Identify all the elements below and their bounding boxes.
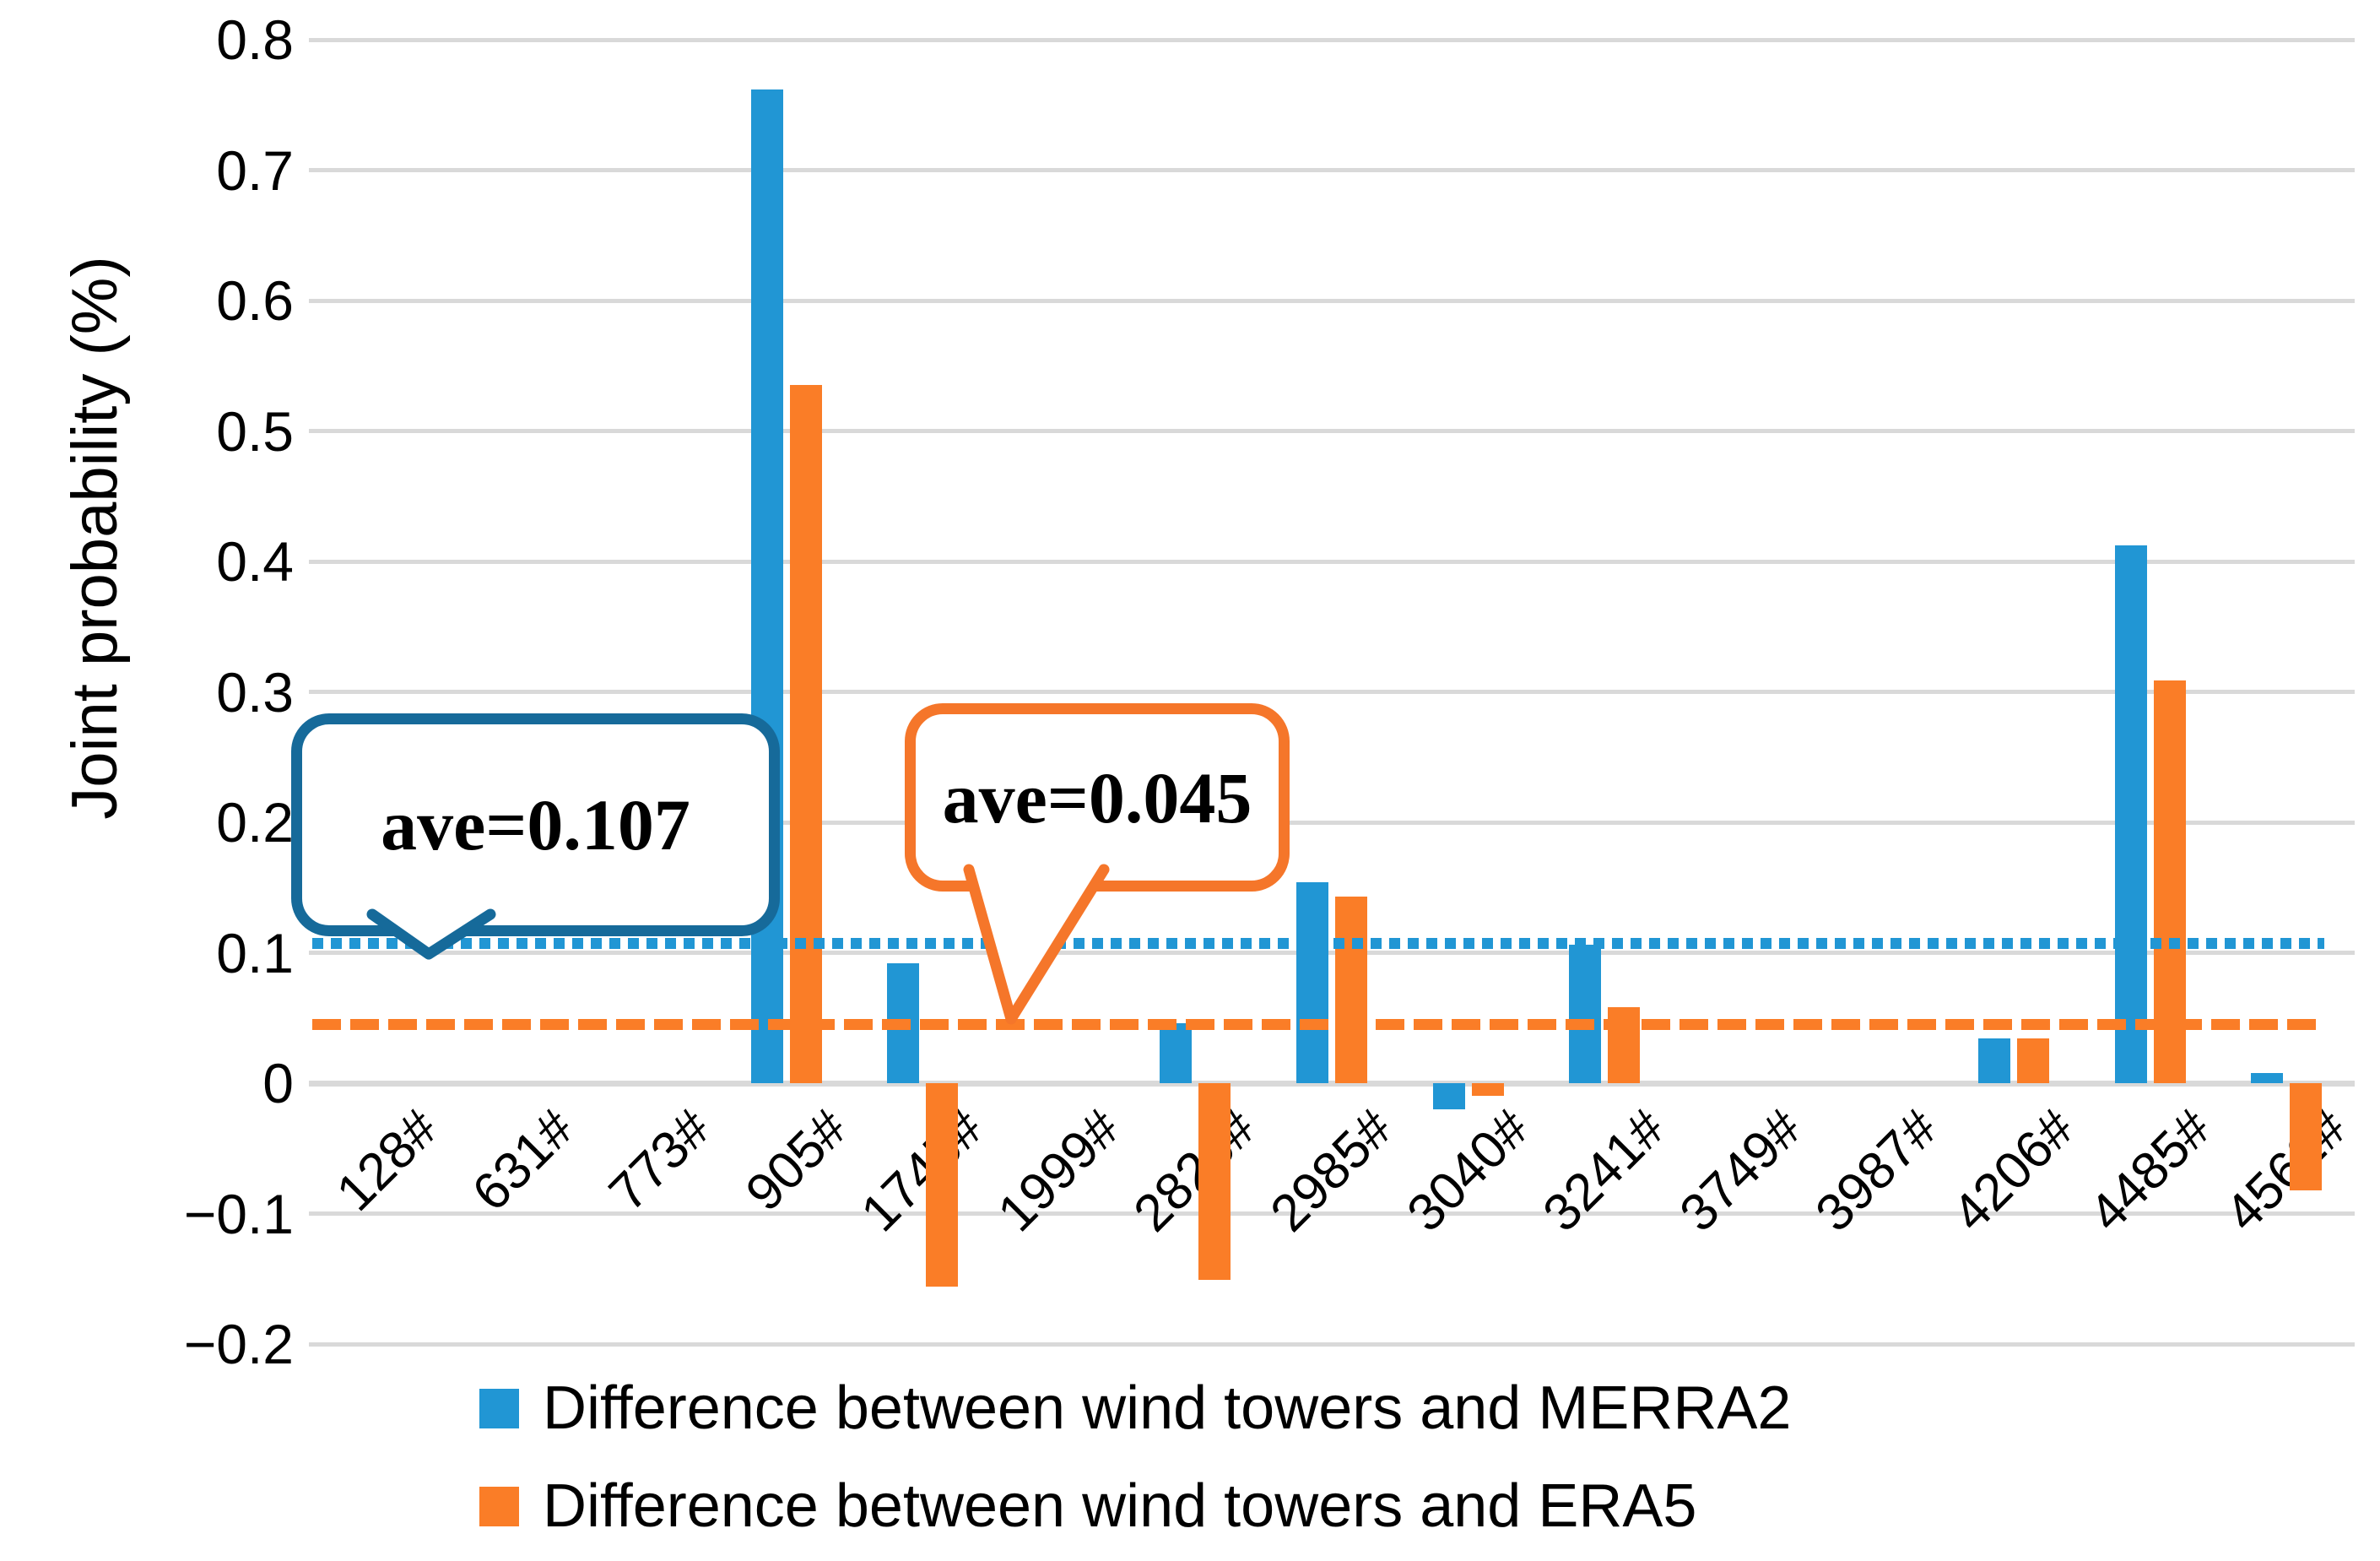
bar-merra2-3040# — [1432, 1083, 1465, 1109]
gridline — [309, 951, 2355, 955]
bar-era5-4562# — [2290, 1083, 2323, 1190]
merra2-average-callout: ave=0.107 — [291, 713, 780, 936]
gridline — [309, 429, 2355, 433]
bar-merra2-4562# — [2251, 1072, 2284, 1083]
bar-era5-2985# — [1335, 897, 1367, 1083]
merra2-legend-label: Difference between wind towers and MERRA… — [543, 1374, 1792, 1442]
bar-merra2-3241# — [1569, 945, 1602, 1083]
y-tick-label: −0.1 — [183, 1182, 294, 1245]
y-tick-label: 0.8 — [216, 8, 294, 71]
merra2-mean-line — [312, 938, 2324, 950]
era5-average-label: ave=0.045 — [942, 756, 1252, 838]
bar-era5-4485# — [2153, 680, 2186, 1083]
bar-merra2-2985# — [1296, 882, 1328, 1083]
y-tick-label: 0.1 — [216, 921, 294, 984]
gridline — [309, 1211, 2355, 1216]
legend-item-era5: Difference between wind towers and ERA5 — [479, 1474, 1696, 1538]
y-tick-label: 0.6 — [216, 269, 294, 332]
y-tick-label: 0.7 — [216, 138, 294, 202]
bar-era5-2826# — [1198, 1083, 1231, 1281]
legend-item-merra2: Difference between wind towers and MERRA… — [479, 1376, 1791, 1440]
gridline — [309, 298, 2355, 303]
bar-merra2-4485# — [2114, 545, 2147, 1083]
y-tick-label: 0.2 — [216, 791, 294, 854]
era5-legend-swatch-icon — [479, 1486, 519, 1526]
era5-legend-label: Difference between wind towers and ERA5 — [543, 1472, 1697, 1540]
gridline — [309, 168, 2355, 172]
bar-merra2-4206# — [1978, 1038, 2010, 1083]
y-tick-label: 0.5 — [216, 399, 294, 463]
bar-era5-1745# — [926, 1083, 959, 1287]
y-tick-label: 0.3 — [216, 660, 294, 724]
y-tick-label: 0.4 — [216, 530, 294, 593]
merra2-callout-pointer-icon — [366, 903, 496, 960]
bar-merra2-2826# — [1160, 1022, 1193, 1083]
y-tick-label: −0.2 — [183, 1313, 294, 1375]
y-tick-label: 0 — [262, 1052, 294, 1114]
gridline — [309, 559, 2355, 564]
bar-era5-4206# — [2017, 1038, 2049, 1083]
merra2-legend-swatch-icon — [479, 1388, 519, 1428]
gridline — [309, 1080, 2355, 1087]
era5-mean-line — [312, 1018, 2324, 1030]
bar-era5-3040# — [1471, 1083, 1504, 1097]
bar-merra2-905# — [750, 89, 783, 1083]
bar-era5-905# — [789, 385, 822, 1083]
gridline — [309, 1341, 2355, 1347]
era5-callout-pointer-icon — [963, 859, 1110, 1025]
gridline — [309, 37, 2355, 42]
merra2-average-label: ave=0.107 — [381, 784, 690, 865]
gridline — [309, 690, 2355, 694]
gridline — [309, 820, 2355, 825]
